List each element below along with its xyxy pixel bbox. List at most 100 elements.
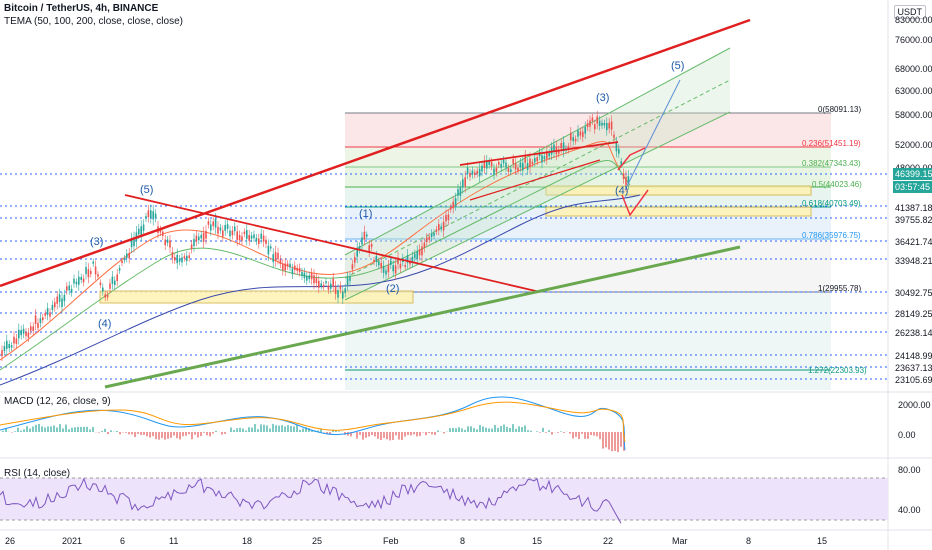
macd-bar [245,430,247,432]
horizontal-levels[interactable] [0,173,888,380]
candle [498,161,500,165]
candle [452,201,454,209]
wave-label[interactable]: (3) [596,92,610,104]
wave-label[interactable]: (2) [386,283,400,295]
time-axis-label: 8 [460,536,466,546]
macd-bar [359,432,361,435]
candle [128,252,130,259]
candle [574,138,577,142]
macd-bar [530,430,532,432]
macd-bar [125,432,127,433]
candle [294,265,296,271]
candle [140,226,142,235]
ascending-channel[interactable] [344,47,731,301]
candle [615,142,618,152]
wave-label[interactable]: (3) [90,236,104,248]
candle [433,233,435,236]
macd-bar [92,427,94,432]
macd-axis-label: 0.00 [898,430,916,440]
candle [18,329,20,339]
wave-label[interactable]: (4) [615,185,629,197]
wave-label[interactable]: (5) [140,184,154,196]
macd-bar [131,432,133,435]
macd-bar [602,432,604,449]
wave-label[interactable]: (1) [359,208,373,220]
macd-bar [170,432,172,438]
candle [186,255,188,261]
macd-bar [395,432,397,436]
macd-bar [47,426,49,432]
candle [351,264,354,270]
candle [385,270,387,275]
macd-bar [287,425,289,432]
candle [466,167,469,174]
macd-bar [83,426,85,432]
symbol-title[interactable]: Bitcoin / TetherUS, 4h, BINANCE [4,3,159,14]
candle [58,294,61,302]
candle [390,260,392,265]
candle [586,123,589,128]
candle [234,226,236,232]
macd-bar [338,431,340,432]
macd-bar [317,430,319,432]
candle [608,122,610,129]
macd-bar [299,429,301,432]
macd-bar [452,427,454,432]
time-axis-label: 11 [169,536,179,546]
rsi-pane[interactable] [0,477,888,524]
price-candles[interactable] [1,110,630,362]
macd-bar [491,428,493,432]
candle [488,161,490,165]
candle [102,287,104,292]
macd-bar [371,432,373,435]
macd-bar [560,431,562,432]
candle [378,261,380,266]
macd-bar [77,426,79,432]
candle [25,331,27,336]
macd-bar [128,432,130,435]
candle [579,131,582,136]
candle [512,158,514,164]
candle [454,198,457,206]
indicator-legend[interactable]: TEMA (50, 100, 200, close, close, close) [4,16,183,27]
macd-bar [410,432,412,436]
macd-bar [140,432,142,435]
candle [63,294,66,302]
macd-pane[interactable] [0,396,626,453]
candle [406,255,409,263]
candle [145,216,147,219]
candle [392,265,394,272]
support-zones[interactable] [99,185,812,304]
rsi-legend[interactable]: RSI (14, close) [4,468,71,479]
macd-bar [386,432,388,440]
candle [500,163,502,168]
candle [584,126,586,134]
trend-lines[interactable] [0,18,751,389]
candle [85,267,87,275]
candle [116,274,118,282]
macd-bar [14,431,16,432]
fib-level-label: 0.236(51451.19) [802,139,861,148]
macd-bar [518,426,520,432]
macd-bar [167,432,169,439]
candle [308,275,310,280]
candle [42,317,44,321]
macd-bar [407,432,409,436]
wave-label[interactable]: (4) [98,318,112,330]
macd-legend[interactable]: MACD (12, 26, close, 9) [4,396,111,407]
candle [39,318,42,324]
wave-label[interactable]: (5) [671,60,685,72]
candle [478,168,481,177]
macd-bar [38,423,40,432]
macd-bar [584,432,586,439]
candle [344,288,346,293]
candle [34,315,37,324]
candle [356,247,358,257]
currency-selector[interactable]: USDT [893,5,926,19]
candle [399,263,402,269]
macd-bar [107,432,109,434]
candle [193,239,195,247]
macd-bar [308,428,310,432]
fib-level-label: 0.5(44023.46) [812,180,862,189]
